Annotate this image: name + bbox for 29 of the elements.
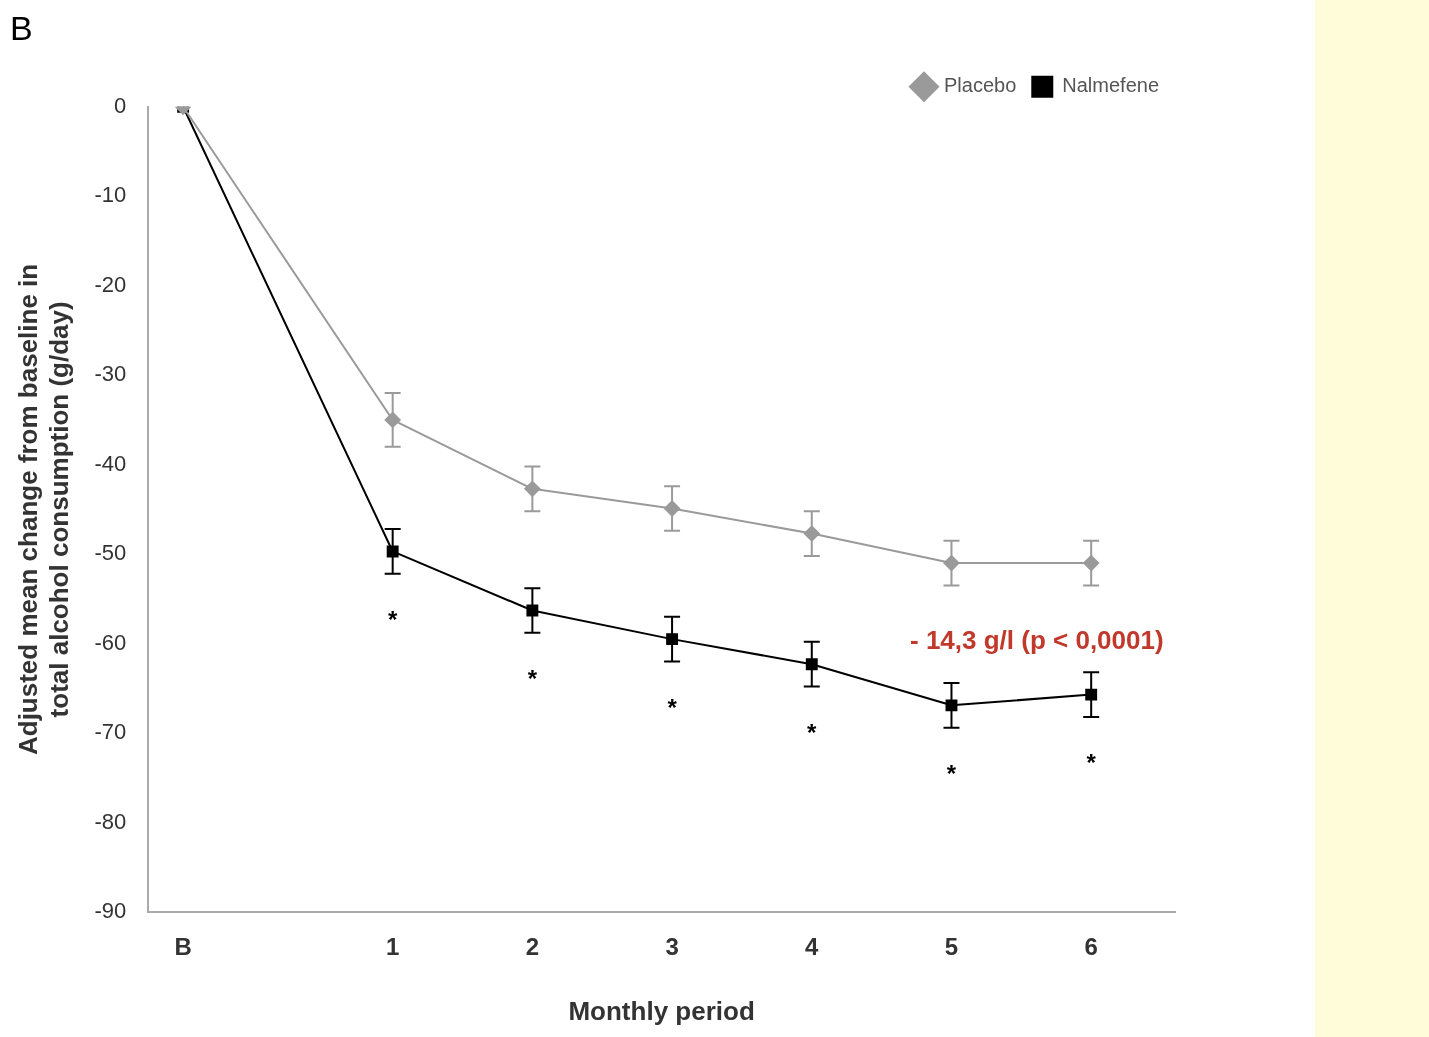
x-tick-label: 1 bbox=[385, 933, 400, 961]
y-tick-label: -40 bbox=[94, 450, 127, 476]
x-tick-label: 4 bbox=[805, 933, 820, 961]
x-tick-label: 3 bbox=[665, 933, 679, 961]
y-tick-label: -90 bbox=[94, 898, 127, 924]
annotation: * bbox=[667, 693, 678, 721]
legend-label: Nalmefene bbox=[1062, 74, 1159, 97]
annotation: * bbox=[388, 606, 398, 634]
x-tick-label: 6 bbox=[1084, 933, 1098, 961]
annotation: * bbox=[946, 759, 957, 787]
y-tick-label: -20 bbox=[94, 271, 127, 297]
y-tick-label: -60 bbox=[94, 629, 127, 655]
annotation: * bbox=[807, 718, 818, 746]
y-tick-label: -80 bbox=[94, 808, 127, 834]
chart-title: B bbox=[10, 8, 33, 47]
x-tick-label: 5 bbox=[944, 933, 959, 961]
x-axis-title: Monthly period bbox=[568, 995, 755, 1026]
y-axis-title: Adjusted mean change from baseline in total alcohol consumption (g/day) bbox=[12, 263, 74, 756]
legend-label: Placebo bbox=[944, 74, 1017, 97]
annotation: - 14,3 g/l (p < 0,0001) bbox=[910, 625, 1164, 656]
x-tick-label: B bbox=[174, 933, 192, 961]
y-tick-label: -50 bbox=[94, 540, 127, 566]
x-tick-label: 2 bbox=[525, 933, 540, 961]
annotation: * bbox=[1086, 749, 1097, 777]
y-tick-label: 0 bbox=[113, 92, 127, 118]
y-tick-label: -70 bbox=[94, 719, 127, 745]
annotation: * bbox=[527, 665, 538, 693]
y-tick-label: -30 bbox=[94, 361, 127, 387]
y-tick-label: -10 bbox=[94, 182, 127, 208]
